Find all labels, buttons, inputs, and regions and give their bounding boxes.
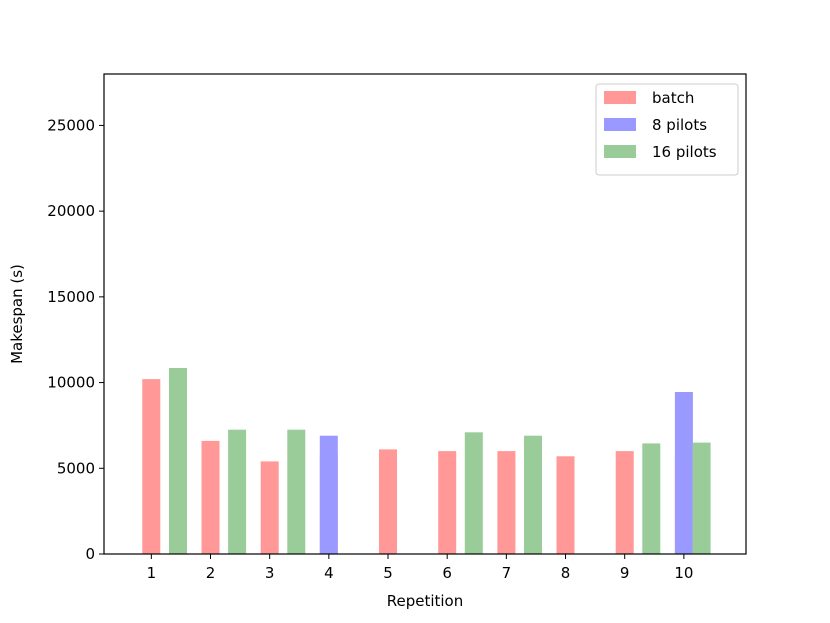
x-tick-label: 7 [502,564,512,582]
bar-16-pilots-6 [642,443,661,554]
bar-batch-6 [438,451,457,554]
bar-16-pilots-5 [524,435,542,554]
y-tick-label: 20000 [47,202,95,220]
y-tick-label: 5000 [57,459,95,477]
legend-swatch-8-pilots [604,118,636,131]
x-tick-label: 1 [147,564,157,582]
x-tick-label: 6 [442,564,452,582]
bar-16-pilots-3 [287,429,306,554]
x-tick-label: 4 [324,564,334,582]
y-tick-label: 25000 [47,116,95,134]
y-tick-label: 10000 [47,374,95,392]
bar-batch-9 [615,451,634,554]
legend-swatch-16-pilots [604,145,636,158]
bar-16-pilots-1 [169,368,187,554]
legend-label-8-pilots: 8 pilots [652,116,707,134]
y-axis-ticks: 0 5000 10000 15000 20000 25000 [47,116,104,563]
bar-batch-5 [379,449,397,554]
legend-swatch-batch [604,91,636,104]
legend-label-16-pilots: 16 pilots [652,143,717,161]
plot-frame [103,73,747,555]
x-tick-label: 8 [561,564,571,582]
bar-batch-7 [497,451,516,554]
bar-8-pilots-1 [319,435,338,554]
x-tick-label: 10 [674,564,693,582]
bar-16-pilots-4 [464,432,483,554]
legend-label-batch: batch [652,89,694,107]
x-tick-label: 5 [383,564,393,582]
bar-16-pilots-2 [228,429,247,554]
legend: batch 8 pilots 16 pilots [595,83,739,176]
bar-batch-3 [260,461,279,554]
bar-batch-1 [142,379,161,554]
y-tick-label: 0 [85,545,95,563]
bar-batch-2 [201,440,220,554]
x-axis-title: Repetition [387,592,464,610]
x-axis-ticks: 1 2 3 4 5 6 7 8 9 10 [147,554,693,582]
x-tick-label: 2 [206,564,216,582]
bars-layer [142,368,711,554]
y-tick-label: 15000 [47,288,95,306]
bar-8-pilots-2 [674,392,693,554]
x-tick-label: 9 [620,564,630,582]
bar-16-pilots-7 [692,442,711,554]
bar-batch-8 [556,456,575,554]
y-axis-title: Makespan (s) [8,264,26,364]
x-tick-label: 3 [265,564,275,582]
